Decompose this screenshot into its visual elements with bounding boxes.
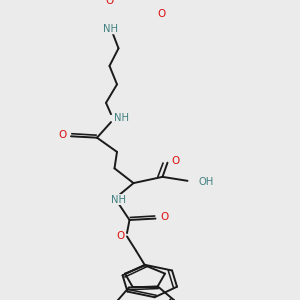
Text: O: O <box>158 9 166 19</box>
Text: O: O <box>116 231 124 241</box>
Text: NH: NH <box>114 113 129 123</box>
Text: NH: NH <box>103 24 118 34</box>
Text: OH: OH <box>199 177 214 187</box>
Text: O: O <box>171 156 179 166</box>
Text: O: O <box>160 212 168 222</box>
Text: NH: NH <box>111 195 126 205</box>
Text: O: O <box>58 130 67 140</box>
Text: O: O <box>106 0 114 6</box>
